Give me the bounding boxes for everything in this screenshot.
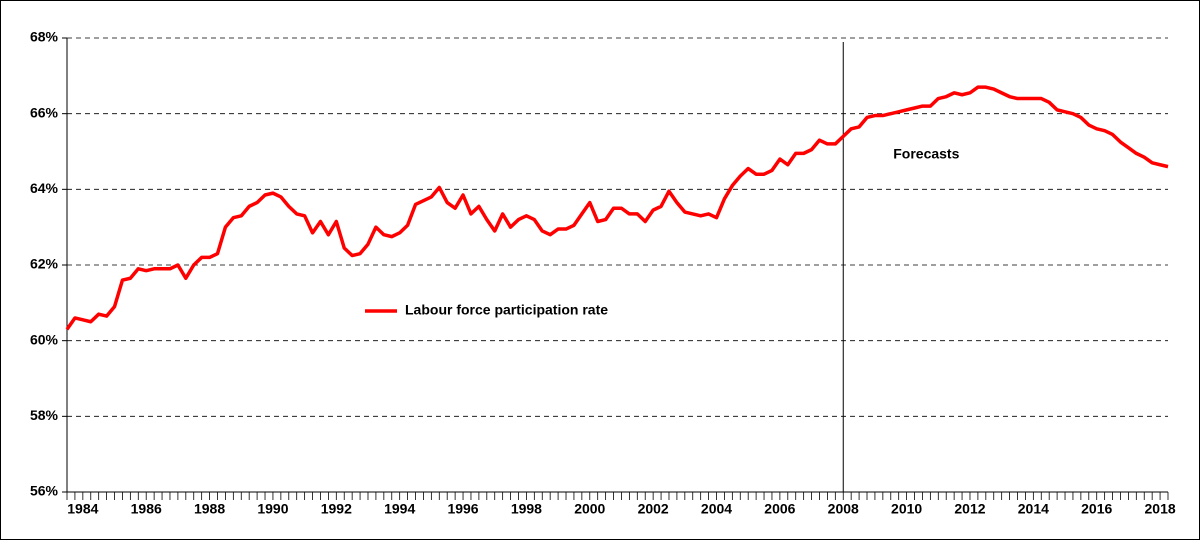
y-tick-label: 58% [30, 407, 59, 423]
x-tick-label: 1994 [384, 501, 415, 517]
x-tick-label: 1998 [511, 501, 542, 517]
x-tick-label: 2014 [1018, 501, 1049, 517]
x-tick-label: 1992 [321, 501, 352, 517]
x-tick-label: 2016 [1081, 501, 1112, 517]
x-tick-label: 1996 [447, 501, 478, 517]
x-tick-label: 2008 [828, 501, 859, 517]
x-tick-label: 2000 [574, 501, 605, 517]
x-tick-label: 2012 [954, 501, 985, 517]
annotation: Forecasts [893, 146, 959, 162]
x-tick-label: 1984 [67, 501, 98, 517]
y-tick-label: 62% [30, 256, 59, 272]
y-tick-label: 60% [30, 331, 59, 347]
x-tick-label: 1988 [194, 501, 225, 517]
y-tick-label: 68% [30, 29, 59, 45]
x-tick-label: 1986 [131, 501, 162, 517]
x-tick-label: 2006 [764, 501, 795, 517]
x-tick-label: 1990 [257, 501, 288, 517]
x-tick-label: 2004 [701, 501, 732, 517]
x-tick-label: 2010 [891, 501, 922, 517]
series-line [65, 85, 1169, 331]
y-tick-label: 66% [30, 104, 59, 120]
y-tick-label: 56% [30, 483, 59, 499]
legend-label: Labour force participation rate [405, 302, 608, 318]
x-tick-label: 2018 [1145, 501, 1176, 517]
y-tick-label: 64% [30, 180, 59, 196]
x-tick-label: 2002 [638, 501, 669, 517]
